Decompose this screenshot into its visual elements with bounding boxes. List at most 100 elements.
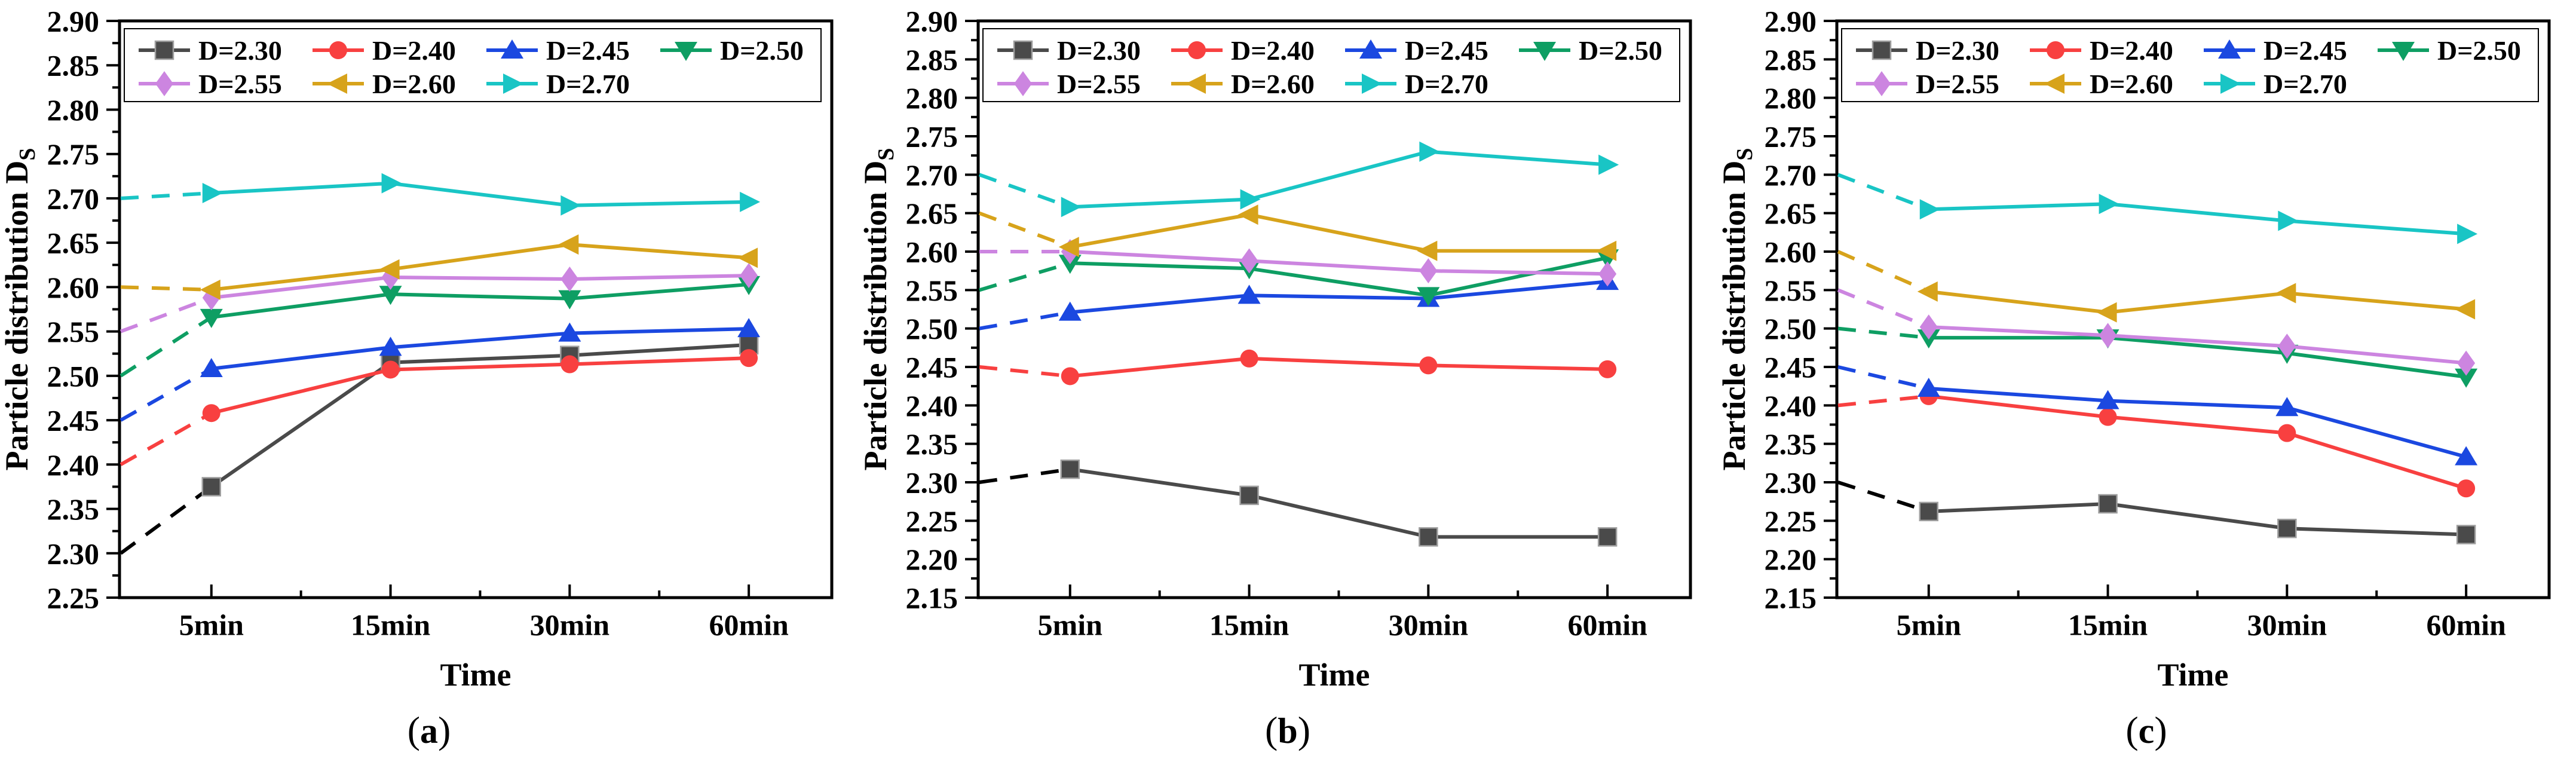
triangle-right-marker bbox=[2220, 74, 2241, 94]
triangle-down-marker bbox=[2392, 42, 2415, 61]
circle-marker bbox=[1061, 367, 1079, 385]
legend-label: D=2.55 bbox=[198, 69, 282, 99]
x-tick-label: 60min bbox=[2426, 608, 2506, 642]
series-line bbox=[1070, 256, 1608, 298]
x-tick-label: 60min bbox=[709, 608, 789, 642]
triangle-up-marker bbox=[2455, 446, 2478, 466]
series-line bbox=[211, 181, 749, 207]
y-tick-label: 2.40 bbox=[47, 448, 100, 482]
chart-panel-a: 2.25 2.30 2.35 2.40 2.45 2.50 2.55 2.60 2.65 2.70… bbox=[0, 5, 834, 751]
y-tick-label: 2.80 bbox=[1765, 81, 1817, 115]
y-tick-label: 2.20 bbox=[1765, 543, 1817, 576]
legend-entry: D=2.55 bbox=[997, 69, 1141, 99]
triangle-right-marker bbox=[381, 173, 402, 194]
square-marker bbox=[1919, 501, 1939, 522]
square-marker bbox=[154, 40, 174, 60]
legend-label: D=2.70 bbox=[2263, 69, 2347, 99]
legend-label: D=2.50 bbox=[1579, 35, 1662, 66]
triangle-up-marker bbox=[1917, 378, 1940, 397]
diamond-marker bbox=[560, 267, 579, 292]
series-leadin-dash bbox=[1837, 394, 1929, 408]
legend-entry: D=2.30 bbox=[1856, 35, 1999, 66]
triangle-up-marker bbox=[2218, 39, 2241, 59]
square-marker bbox=[1013, 40, 1033, 60]
legend-label: D=2.30 bbox=[1057, 35, 1141, 66]
legend-label: D=2.70 bbox=[546, 69, 630, 99]
series-leadin-dash bbox=[120, 296, 212, 333]
legend-entry: D=2.30 bbox=[139, 35, 282, 66]
y-tick-label: 2.45 bbox=[906, 351, 958, 384]
y-tick-label: 2.80 bbox=[906, 81, 958, 115]
chart-panel-c: 2.15 2.20 2.25 2.30 2.35 2.40 2.45 2.50 2.55 2.60… bbox=[1717, 5, 2551, 751]
square-marker bbox=[1060, 459, 1080, 479]
y-tick-label: 2.60 bbox=[1765, 235, 1817, 269]
legend-label: D=2.30 bbox=[1916, 35, 1999, 66]
diamond-marker bbox=[1014, 71, 1032, 96]
legend-entry: D=2.70 bbox=[2204, 69, 2347, 99]
legend-entry: D=2.60 bbox=[1171, 69, 1315, 99]
legend-label: D=2.45 bbox=[546, 35, 630, 66]
series-D=2.70 bbox=[1837, 173, 2478, 244]
triangle-right-marker bbox=[1240, 189, 1261, 210]
triangle-left-marker bbox=[558, 234, 579, 255]
diamond-marker bbox=[1873, 71, 1891, 96]
y-tick-label: 2.35 bbox=[47, 492, 100, 526]
triangle-up-marker bbox=[558, 322, 581, 342]
legend-entry: D=2.40 bbox=[1171, 35, 1315, 66]
triangle-left-marker bbox=[2044, 74, 2065, 94]
y-tick-label: 2.65 bbox=[1765, 197, 1817, 230]
legend-label: D=2.60 bbox=[372, 69, 456, 99]
square-marker bbox=[2098, 494, 2118, 514]
series-line bbox=[1928, 394, 2467, 491]
legend: D=2.30 D=2.40 D=2.45 D=2.50 D=2.55 D=2.60 D=2.… bbox=[982, 28, 1680, 102]
y-tick-label: 2.50 bbox=[1765, 312, 1817, 345]
series-line bbox=[211, 243, 749, 292]
circle-marker bbox=[329, 41, 347, 59]
triangle-left-marker bbox=[2275, 283, 2296, 304]
y-tick-label: 2.60 bbox=[47, 271, 100, 304]
triangle-left-marker bbox=[200, 279, 220, 300]
diamond-marker bbox=[740, 263, 758, 289]
square-marker bbox=[201, 477, 222, 497]
series-line bbox=[1928, 202, 2467, 236]
triangle-down-marker bbox=[1417, 287, 1440, 307]
x-tick-label: 30min bbox=[2247, 608, 2327, 642]
triangle-down-marker bbox=[1533, 42, 1556, 61]
series-leadin-dash bbox=[120, 285, 212, 292]
series-D=2.60 bbox=[120, 234, 758, 300]
y-tick-label: 2.50 bbox=[906, 312, 958, 345]
y-tick-label: 2.30 bbox=[906, 466, 958, 500]
y-axis-title: Particle distribution DS bbox=[0, 148, 40, 470]
triangle-left-marker bbox=[2096, 302, 2117, 323]
triangle-up-marker bbox=[200, 357, 223, 377]
circle-marker bbox=[1419, 356, 1438, 375]
triangle-left-marker bbox=[1186, 74, 1206, 94]
circle-marker bbox=[202, 404, 220, 423]
triangle-right-marker bbox=[1061, 197, 1082, 218]
legend-entry: D=2.40 bbox=[2030, 35, 2173, 66]
legend-label: D=2.50 bbox=[720, 35, 804, 66]
y-tick-label: 2.45 bbox=[1765, 351, 1817, 384]
series-leadin-dash bbox=[1837, 173, 1929, 212]
triangle-right-marker bbox=[740, 191, 761, 212]
plot-frame bbox=[118, 19, 834, 599]
x-tick-label: 30min bbox=[530, 608, 610, 642]
triangle-left-marker bbox=[379, 259, 400, 280]
y-tick-label: 2.15 bbox=[1765, 582, 1817, 615]
triangle-right-marker bbox=[2099, 194, 2119, 215]
x-tick-label: 5min bbox=[179, 608, 244, 642]
x-axis-title: Time bbox=[2158, 657, 2229, 693]
triangle-left-marker bbox=[1917, 281, 1938, 302]
y-axis-title: Particle distribution DS bbox=[859, 148, 899, 470]
y-tick-label: 2.25 bbox=[906, 504, 958, 538]
square-marker bbox=[1871, 40, 1892, 60]
y-tick-label: 2.30 bbox=[47, 537, 100, 570]
triangle-left-marker bbox=[1238, 204, 1258, 225]
y-tick-label: 2.55 bbox=[47, 315, 100, 348]
y-tick-label: 2.40 bbox=[906, 389, 958, 423]
triangle-down-marker bbox=[379, 286, 402, 305]
legend-label: D=2.40 bbox=[2090, 35, 2173, 66]
series-line bbox=[1928, 502, 2467, 537]
series-D=2.55 bbox=[1837, 288, 2476, 376]
